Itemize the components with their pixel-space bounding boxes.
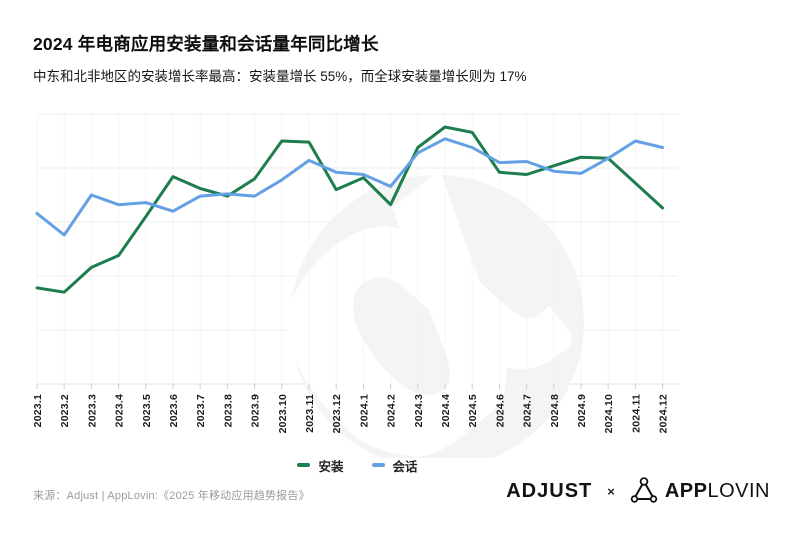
x-axis-label: 2023.12	[331, 394, 343, 433]
x-axis-label: 2023.4	[114, 394, 126, 427]
x-axis-label: 2023.7	[195, 394, 207, 427]
applovin-triangle-icon	[630, 477, 658, 503]
x-axis-label: 2023.6	[168, 394, 180, 427]
applovin-logo-text: APPLOVIN	[664, 479, 770, 502]
x-axis-label: 2024.10	[603, 394, 615, 433]
x-axis-label: 2024.4	[440, 394, 452, 427]
legend-item-sessions: 会话	[371, 456, 418, 475]
chart-title: 2024 年电商应用安装量和会话量年同比增长	[33, 34, 379, 54]
x-axis-label: 2023.3	[86, 394, 98, 427]
legend-label-installs: 安装	[318, 459, 344, 474]
x-axis-label: 2023.10	[277, 394, 289, 433]
x-axis-label: 2023.8	[222, 394, 234, 427]
chart-area: α 2023.1 2023.2 2023.3 2023.4 2023.5 2023.6 202…	[0, 98, 800, 516]
x-axis-label: 2023.9	[250, 394, 262, 427]
series-line-1	[35, 137, 665, 237]
x-axis-label: 2023.2	[59, 394, 71, 427]
sessions-swatch	[371, 463, 385, 467]
x-axis-label: 2023.1	[32, 394, 44, 427]
legend-label-sessions: 会话	[392, 459, 418, 474]
x-axis-label: 2024.8	[549, 394, 561, 427]
x-axis-label: 2024.3	[413, 394, 425, 427]
x-axis-label: 2024.9	[576, 394, 588, 427]
x-axis-label: 2024.5	[467, 394, 479, 427]
applovin-logo: APPLOVIN	[630, 477, 770, 505]
x-axis-label: 2024.1	[358, 394, 370, 427]
footer-logos: ADJUST × APPLOVIN	[506, 474, 770, 508]
x-axis-label: 2024.12	[658, 394, 670, 433]
source-note: 来源：Adjust | AppLovin:《2025 年移动应用趋势报告》	[33, 490, 310, 502]
x-axis-label: 2024.11	[630, 394, 642, 433]
x-axis-label: 2023.11	[304, 394, 316, 433]
chart-legend: 安装 会话	[37, 456, 678, 474]
x-axis-label: 2024.7	[522, 394, 534, 427]
adjust-logo: ADJUST	[506, 479, 593, 502]
x-axis-label: 2023.5	[141, 394, 153, 427]
series-line-0	[35, 125, 665, 294]
legend-item-installs: 安装	[297, 456, 344, 475]
chart-subtitle: 中东和北非地区的安装增长率最高：安装量增长 55%，而全球安装量增长则为 17%	[33, 69, 527, 84]
x-axis-label: 2024.6	[494, 394, 506, 427]
x-axis-label: 2024.2	[386, 394, 398, 427]
installs-swatch	[297, 463, 311, 467]
multiply-separator-icon: ×	[607, 483, 615, 499]
